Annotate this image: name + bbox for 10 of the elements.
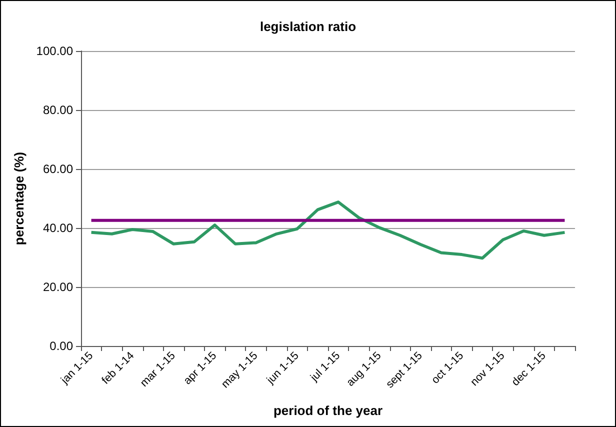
- x-axis-title: period of the year: [273, 403, 383, 418]
- line-series: [90, 200, 566, 260]
- y-tick-label: 60.00: [42, 162, 74, 176]
- y-tick-label: 0.00: [50, 339, 74, 353]
- y-tick-label: 100.00: [36, 44, 74, 58]
- y-tick-label: 20.00: [42, 280, 74, 294]
- y-tick-label: 80.00: [42, 103, 74, 117]
- y-axis-title: percentage (%): [11, 152, 26, 246]
- y-tick-label: 40.00: [42, 221, 74, 235]
- chart-title: legislation ratio: [260, 19, 356, 34]
